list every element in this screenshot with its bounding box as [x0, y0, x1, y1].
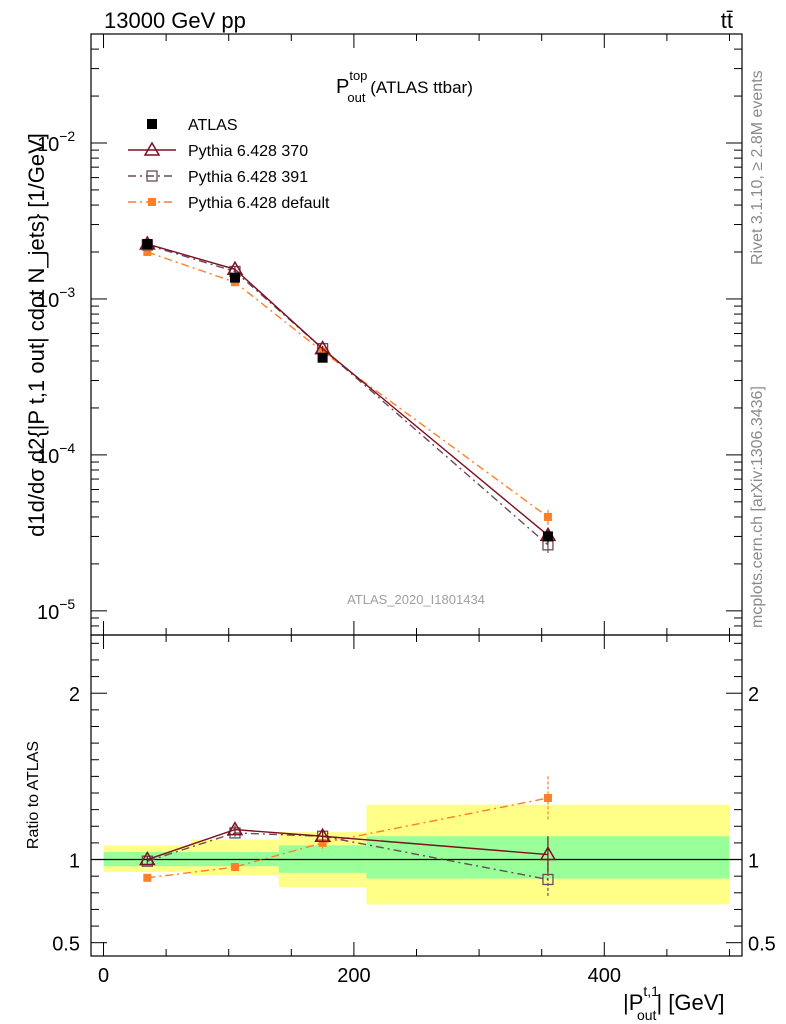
svg-text:d1d/dσ d2{|P t,1 out| cdot N_j: d1d/dσ d2{|P t,1 out| cdot N_jets} [1/Ge… [24, 133, 49, 537]
analysis-id: ATLAS_2020_I1801434 [347, 592, 485, 607]
energy-label: 13000 GeV pp [104, 8, 246, 33]
legend-marker [146, 170, 158, 182]
main-data-point [143, 248, 152, 257]
main-data-point [229, 272, 240, 283]
main-y-tick-label: 10−5 [37, 596, 75, 624]
ratio-data-point [318, 838, 327, 847]
legend-label: ATLAS [188, 117, 238, 134]
rivet-label: Rivet 3.1.10, ≥ 2.8M events [749, 70, 766, 265]
ratio-panel-frame [90, 634, 743, 957]
ratio-data-point [542, 873, 554, 886]
legend-label: Pythia 6.428 default [188, 195, 330, 212]
ratio-series-line [147, 832, 549, 881]
main-series-line [147, 251, 549, 518]
ratio-y-tick-label-right: 0.5 [748, 934, 776, 956]
main-data-point [142, 239, 153, 250]
ratio-data-point [539, 846, 557, 861]
legend-marker [143, 141, 161, 156]
ratio-series-line [147, 828, 549, 861]
mcplots-label: mcplots.cern.ch [arXiv:1306.3436] [749, 386, 766, 628]
ratio-y-tick-label: 0.5 [52, 934, 80, 956]
ratio-axis-ticks: 0 200 400 0.5 0.5 1 1 2 2 [52, 635, 776, 987]
process-label: tt̄ [721, 8, 733, 33]
ratio-data-point [226, 821, 244, 836]
ratio-x-tick-label: 400 [588, 965, 621, 987]
ratio-ylabel: Ratio to ATLAS [25, 741, 42, 849]
ratio-data-point [314, 827, 331, 842]
xlabel: |Pt,1 out| [GeV] [623, 983, 725, 1023]
main-axis-ticks: 10−2 10−3 10−4 10−5 [37, 33, 742, 636]
main-data-point [542, 531, 553, 542]
main-data-marks [139, 235, 557, 553]
ratio-y-tick-label-right: 2 [748, 684, 759, 706]
ratio-series-line [147, 797, 549, 879]
ratio-data-point [143, 873, 152, 882]
main-y-tick-label: 10−4 [37, 440, 75, 468]
legend-marker [147, 119, 157, 129]
main-ylabel: d1d/dσ d2{|P t,1 out| cdot N_jets} [1/Ge… [24, 133, 49, 537]
ratio-data-point [543, 793, 552, 802]
ratio-x-tick-label: 200 [337, 965, 370, 987]
ratio-y-tick-label: 1 [69, 851, 80, 873]
ratio-y-tick-label-right: 1 [748, 851, 759, 873]
legend-label: Pythia 6.428 370 [188, 143, 308, 160]
ratio-data-point [230, 863, 239, 872]
ratio-x-tick-label: 0 [98, 965, 109, 987]
main-series-line [147, 243, 549, 536]
ratio-data-marks [139, 776, 557, 897]
main-series-line [147, 244, 549, 546]
legend: ATLAS Pythia 6.428 370 Pythia 6.428 391 Pyt… [128, 117, 330, 212]
main-data-point [543, 512, 552, 521]
main-title: Ptop out (ATLAS ttbar) [336, 68, 473, 105]
legend-label: Pythia 6.428 391 [188, 169, 308, 186]
legend-marker [148, 198, 156, 206]
main-data-point [317, 352, 328, 363]
ratio-y-tick-label: 2 [69, 684, 80, 706]
main-y-tick-label: 10−2 [37, 128, 75, 156]
main-y-tick-label: 10−3 [37, 284, 75, 312]
ratio-data-point [139, 851, 156, 866]
